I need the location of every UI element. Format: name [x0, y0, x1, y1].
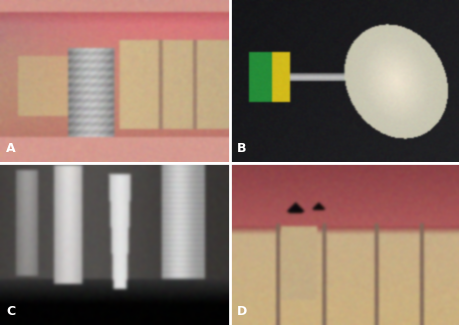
- Text: B: B: [236, 142, 246, 155]
- Text: C: C: [6, 305, 15, 318]
- Text: A: A: [6, 142, 16, 155]
- Text: D: D: [236, 305, 246, 318]
